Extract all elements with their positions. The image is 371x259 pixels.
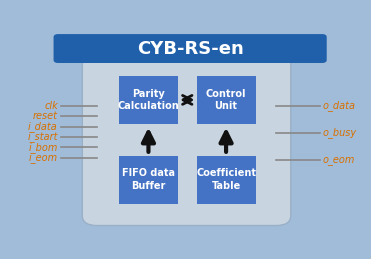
Text: i_start: i_start: [27, 132, 58, 142]
FancyBboxPatch shape: [82, 55, 291, 226]
Text: Coefficient
Table: Coefficient Table: [196, 168, 256, 191]
Text: FIFO data
Buffer: FIFO data Buffer: [122, 168, 175, 191]
Text: i_data: i_data: [28, 121, 58, 132]
Text: reset: reset: [33, 111, 58, 121]
FancyBboxPatch shape: [53, 34, 327, 63]
FancyBboxPatch shape: [197, 156, 256, 204]
Text: o_busy: o_busy: [322, 127, 357, 138]
Text: i_eom: i_eom: [29, 152, 58, 163]
Text: clk: clk: [44, 101, 58, 111]
FancyBboxPatch shape: [119, 156, 178, 204]
FancyBboxPatch shape: [119, 76, 178, 124]
Text: i_bom: i_bom: [29, 142, 58, 153]
Text: Control
Unit: Control Unit: [206, 89, 246, 111]
Text: o_eom: o_eom: [322, 155, 355, 165]
Text: Parity
Calculation: Parity Calculation: [118, 89, 179, 111]
FancyBboxPatch shape: [197, 76, 256, 124]
Text: o_data: o_data: [322, 100, 355, 111]
Text: CYB-RS-en: CYB-RS-en: [137, 40, 243, 57]
